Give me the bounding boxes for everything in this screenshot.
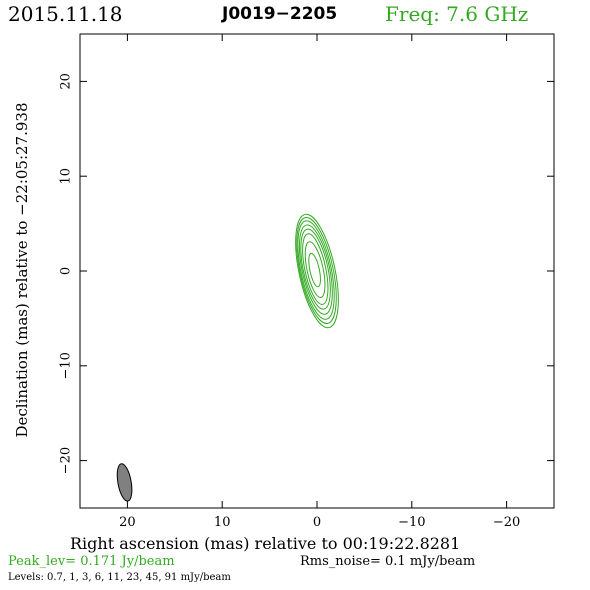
plot-frame bbox=[79, 33, 555, 509]
x-tick-label: 20 bbox=[119, 515, 136, 530]
contour-level-8 bbox=[308, 252, 321, 288]
y-tick-label: 10 bbox=[59, 168, 74, 185]
x-tick-label: 0 bbox=[313, 515, 321, 530]
restoring-beam bbox=[116, 463, 133, 502]
contour-level-5 bbox=[300, 228, 331, 310]
source-name: J0019−2205 bbox=[222, 4, 338, 24]
y-tick-label: −20 bbox=[59, 447, 74, 474]
contour-level-4 bbox=[298, 224, 333, 315]
y-tick-label: 20 bbox=[59, 73, 74, 90]
contour-level-6 bbox=[302, 233, 329, 305]
x-tick-label: −10 bbox=[398, 515, 425, 530]
x-tick-label: −20 bbox=[493, 515, 520, 530]
x-axis-label: Right ascension (mas) relative to 00:19:… bbox=[70, 534, 461, 553]
contour-levels: Levels: 0.7, 1, 3, 6, 11, 23, 45, 91 mJy… bbox=[8, 572, 231, 583]
beam-ellipse bbox=[116, 463, 133, 502]
y-tick-label: −10 bbox=[59, 352, 74, 379]
axis-ticks: 20 10 0 −10 −20 20 10 0 −10 −20 bbox=[59, 34, 554, 530]
x-tick-label: 10 bbox=[214, 515, 231, 530]
contour-level-7 bbox=[304, 241, 326, 298]
contour-lines bbox=[295, 213, 339, 329]
peak-level: Peak_lev= 0.171 Jy/beam bbox=[8, 554, 175, 569]
y-tick-label: 0 bbox=[59, 267, 74, 275]
contour-level-3 bbox=[297, 220, 335, 320]
contour-level-1 bbox=[295, 213, 339, 329]
y-axis-label: Declination (mas) relative to −22:05:27.… bbox=[13, 102, 31, 438]
frequency-label: Freq: 7.6 GHz bbox=[385, 2, 529, 26]
contour-level-2 bbox=[296, 217, 337, 324]
rms-noise: Rms_noise= 0.1 mJy/beam bbox=[300, 554, 476, 569]
observation-date: 2015.11.18 bbox=[8, 2, 123, 26]
